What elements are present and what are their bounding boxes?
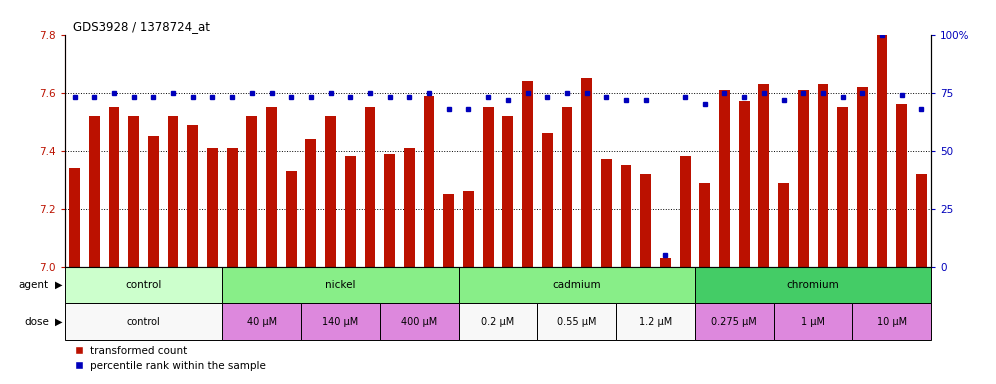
Bar — [896, 104, 907, 267]
Bar — [818, 84, 829, 267]
Bar — [774, 303, 853, 340]
Bar — [65, 267, 222, 303]
Bar — [458, 267, 695, 303]
Bar — [109, 107, 120, 267]
Text: 140 μM: 140 μM — [323, 316, 359, 326]
Bar — [695, 267, 931, 303]
Bar — [222, 267, 458, 303]
Bar — [695, 303, 774, 340]
Bar — [699, 183, 710, 267]
Text: nickel: nickel — [326, 280, 356, 290]
Text: chromium: chromium — [787, 280, 840, 290]
Bar — [562, 107, 573, 267]
Bar — [617, 303, 695, 340]
Text: 400 μM: 400 μM — [401, 316, 437, 326]
Bar — [719, 90, 730, 267]
Bar — [227, 148, 238, 267]
Bar — [325, 116, 336, 267]
Bar — [522, 81, 533, 267]
Bar — [301, 303, 379, 340]
Text: 1 μM: 1 μM — [801, 316, 825, 326]
Text: dose: dose — [24, 316, 49, 326]
Text: 1.2 μM: 1.2 μM — [638, 316, 672, 326]
Bar — [463, 191, 474, 267]
Text: GDS3928 / 1378724_at: GDS3928 / 1378724_at — [74, 20, 210, 33]
Bar — [379, 303, 458, 340]
Bar — [458, 303, 538, 340]
Text: 10 μM: 10 μM — [876, 316, 907, 326]
Bar — [128, 116, 139, 267]
Bar — [876, 35, 887, 267]
Bar — [404, 148, 414, 267]
Bar — [266, 107, 277, 267]
Bar — [798, 90, 809, 267]
Text: 0.55 μM: 0.55 μM — [557, 316, 597, 326]
Text: control: control — [126, 316, 160, 326]
Bar — [207, 148, 218, 267]
Bar — [582, 78, 592, 267]
Bar — [345, 157, 356, 267]
Text: 0.2 μM: 0.2 μM — [481, 316, 515, 326]
Bar — [679, 157, 690, 267]
Bar — [857, 87, 868, 267]
Bar — [483, 107, 494, 267]
Bar — [187, 124, 198, 267]
Bar — [365, 107, 375, 267]
Bar — [601, 159, 612, 267]
Bar — [542, 133, 553, 267]
Bar — [660, 258, 671, 267]
Bar — [838, 107, 848, 267]
Bar — [246, 116, 257, 267]
Bar — [222, 303, 301, 340]
Text: 0.275 μM: 0.275 μM — [711, 316, 757, 326]
Bar — [538, 303, 617, 340]
Bar — [148, 136, 158, 267]
Bar — [443, 194, 454, 267]
Bar — [286, 171, 297, 267]
Bar — [621, 165, 631, 267]
Bar — [502, 116, 513, 267]
Bar — [384, 154, 395, 267]
Bar — [65, 303, 222, 340]
Text: control: control — [125, 280, 161, 290]
Bar — [306, 139, 317, 267]
Bar — [853, 303, 931, 340]
Text: agent: agent — [19, 280, 49, 290]
Bar — [778, 183, 789, 267]
Bar — [89, 116, 100, 267]
Text: cadmium: cadmium — [553, 280, 602, 290]
Bar — [423, 96, 434, 267]
Bar — [739, 101, 750, 267]
Text: ▶: ▶ — [55, 316, 63, 326]
Bar — [69, 168, 80, 267]
Legend: transformed count, percentile rank within the sample: transformed count, percentile rank withi… — [70, 341, 270, 375]
Bar — [640, 174, 651, 267]
Text: ▶: ▶ — [55, 280, 63, 290]
Bar — [916, 174, 927, 267]
Text: 40 μM: 40 μM — [247, 316, 277, 326]
Bar — [167, 116, 178, 267]
Bar — [758, 84, 769, 267]
